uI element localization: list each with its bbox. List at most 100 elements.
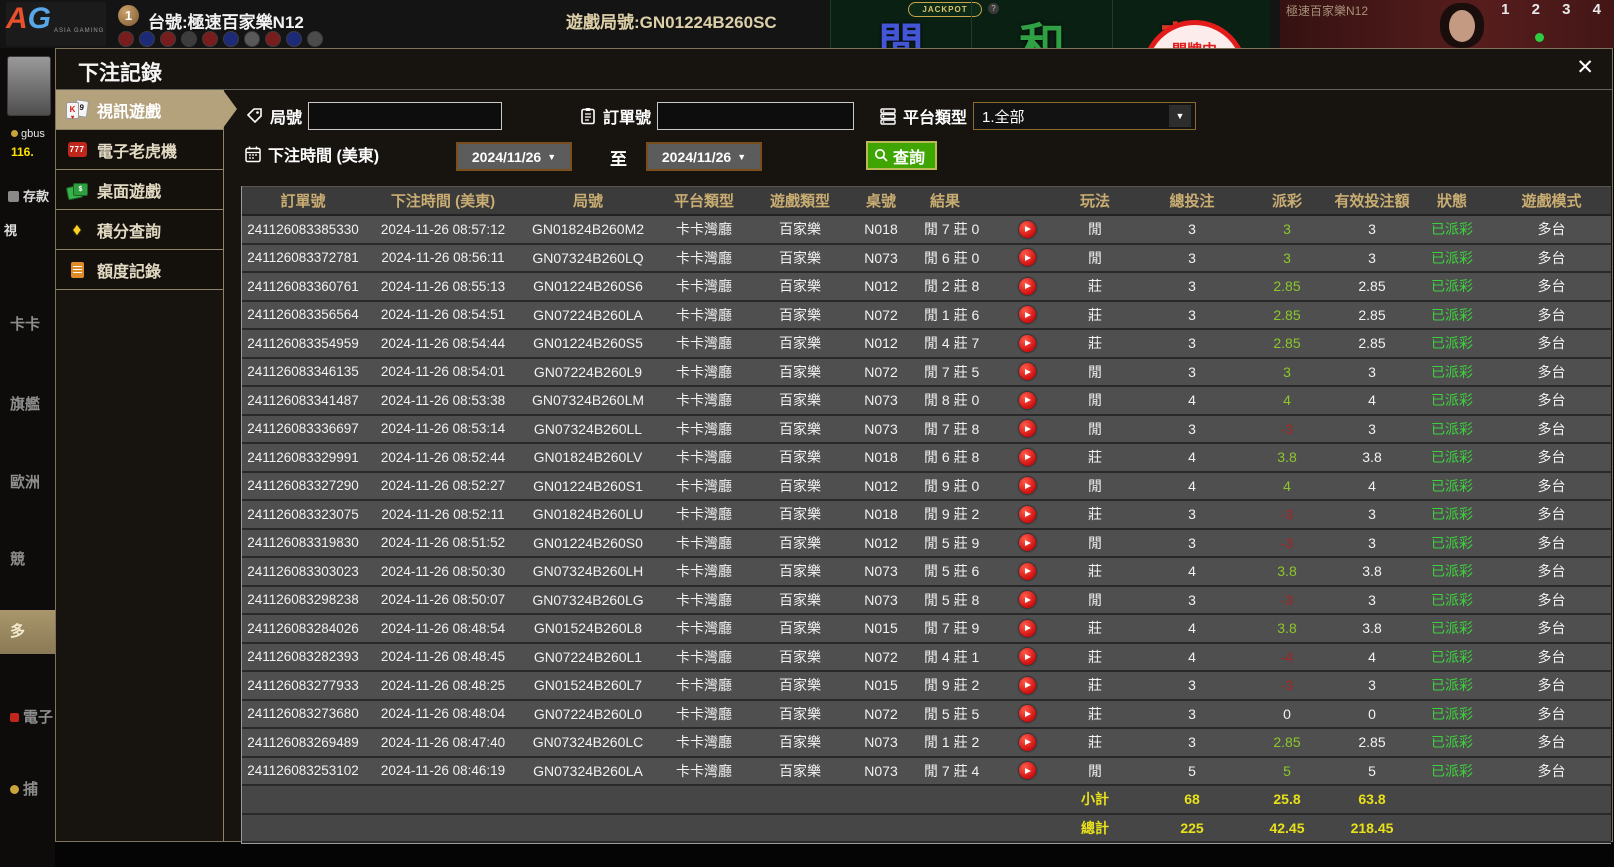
play-video-button[interactable]: [1018, 705, 1036, 723]
round-number-input[interactable]: [308, 102, 503, 130]
result-cell: 閒 6 莊 8: [924, 449, 980, 466]
payout-cell: -3: [1280, 420, 1294, 437]
left-nav-item[interactable]: 多: [0, 610, 55, 654]
play-type-cell: 莊: [1088, 648, 1102, 665]
ag-logo: AG ASIA GAMING: [6, 2, 106, 46]
sidebar-item-document[interactable]: 額度記錄: [56, 250, 223, 290]
bet-time-cell: 2024-11-26 08:47:40: [380, 734, 506, 750]
bet-time-cell: 2024-11-26 08:48:54: [380, 620, 506, 636]
payout-cell: 2.85: [1273, 278, 1301, 295]
play-cell: [1006, 330, 1048, 357]
play-video-button[interactable]: [1018, 420, 1036, 438]
left-nav-item[interactable]: 捕: [0, 768, 55, 812]
search-button-label: 查詢: [893, 149, 926, 167]
play-video-button[interactable]: [1018, 648, 1036, 666]
total-bet-cell: 4: [1188, 392, 1196, 409]
platform-cell: 卡卡灣廳: [676, 762, 732, 779]
valid-bet-cell: 5: [1368, 762, 1376, 779]
play-video-button[interactable]: [1018, 562, 1036, 580]
play-video-button[interactable]: [1018, 733, 1036, 751]
play-video-button[interactable]: [1018, 676, 1036, 694]
bet-time-cell: 2024-11-26 08:48:45: [380, 649, 506, 665]
order-number-cell: 241126083346135: [247, 364, 359, 380]
round-number-cell: GN01824B260LV: [533, 449, 643, 466]
play-video-button[interactable]: [1018, 762, 1036, 780]
order-number-input[interactable]: [657, 102, 855, 130]
total-bet-cell: 3: [1188, 420, 1196, 437]
left-nav-item[interactable]: 旗艦: [10, 396, 41, 413]
close-icon[interactable]: ✕: [1576, 56, 1594, 79]
play-cell: [1006, 416, 1048, 443]
left-nav-item[interactable]: 歐洲: [10, 474, 41, 491]
result-cell: 閒 7 莊 0: [924, 221, 980, 238]
play-video-button[interactable]: [1018, 505, 1036, 523]
column-header: 派彩: [1271, 193, 1302, 210]
modal-title: 下注記錄: [78, 62, 162, 85]
game-type-cell: 百家樂: [779, 449, 821, 466]
play-video-button[interactable]: [1018, 334, 1036, 352]
play-type-cell: 莊: [1088, 335, 1102, 352]
play-video-button[interactable]: [1018, 534, 1036, 552]
game-type-cell: 百家樂: [779, 563, 821, 580]
play-icon: [1025, 226, 1031, 233]
total-row: 總計 225 42.45 218.45: [242, 814, 1611, 843]
left-nav-item[interactable]: 卡卡: [10, 316, 41, 333]
round-number-cell: GN01524B260L7: [533, 677, 643, 694]
date-from-value: 2024/11/26: [471, 148, 542, 165]
bet-time-cell: 2024-11-26 08:54:51: [380, 307, 506, 323]
play-video-button[interactable]: [1018, 277, 1036, 295]
jackpot-badge: JACKPOT: [908, 2, 982, 17]
table-number-cell: N072: [864, 648, 898, 665]
sidebar-item-table-games[interactable]: $ 桌面遊戲: [56, 170, 223, 210]
game-type-cell: 百家樂: [779, 363, 821, 380]
play-video-button[interactable]: [1018, 220, 1036, 238]
table-row: 241126083303023 2024-11-26 08:50:30 GN0732…: [242, 558, 1611, 587]
platform-cell: 卡卡灣廳: [676, 249, 732, 266]
balance-label: 116.: [11, 145, 34, 159]
round-number-cell: GN01224B260S6: [533, 278, 643, 295]
search-button[interactable]: 查詢: [866, 141, 938, 170]
seat-number-badge: 1: [118, 5, 139, 26]
platform-cell: 卡卡灣廳: [676, 335, 732, 352]
empty-cell: [1412, 786, 1492, 813]
valid-bet-cell: 3.8: [1362, 449, 1382, 466]
platform-type-select[interactable]: 1.全部 ▼: [973, 102, 1197, 130]
play-video-button[interactable]: [1018, 391, 1036, 409]
play-icon: [1025, 568, 1031, 575]
play-video-button[interactable]: [1018, 619, 1036, 637]
table-number-cell: N073: [864, 762, 898, 779]
left-nav-item[interactable]: 競: [10, 551, 26, 568]
play-video-button[interactable]: [1018, 363, 1036, 381]
order-number-cell: 241126083336697: [247, 421, 359, 437]
table-number-cell: N073: [864, 563, 898, 580]
empty-cell: [754, 786, 846, 813]
table-row: 241126083282393 2024-11-26 08:48:45 GN0722…: [242, 643, 1611, 672]
round-number-cell: GN07224B260L0: [533, 705, 643, 722]
table-number-cell: N072: [864, 306, 898, 323]
play-video-button[interactable]: [1018, 306, 1036, 324]
status-cell: 已派彩: [1431, 620, 1473, 637]
left-nav-item[interactable]: 電子: [0, 696, 55, 740]
play-video-button[interactable]: [1018, 448, 1036, 466]
play-video-button[interactable]: [1018, 591, 1036, 609]
play-icon: [1025, 254, 1031, 261]
date-to-select[interactable]: 2024/11/26 ▼: [646, 142, 762, 171]
status-cell: 已派彩: [1431, 677, 1473, 694]
play-video-button[interactable]: [1018, 477, 1036, 495]
result-cell: 閒 7 莊 9: [924, 620, 980, 637]
total-row-label: 總計: [1081, 819, 1109, 836]
game-mode-cell: 多台: [1537, 392, 1566, 409]
sidebar-item-gem[interactable]: ♦ 積分查詢: [56, 210, 223, 250]
total-bet-cell: 3: [1188, 335, 1196, 352]
game-mode-cell: 多台: [1537, 306, 1566, 323]
status-cell: 已派彩: [1431, 477, 1473, 494]
modal-header: 下注記錄 ✕: [56, 49, 1612, 89]
sidebar-item-cards[interactable]: 9 K ♥ 視訊遊戲: [56, 90, 237, 130]
order-number-cell: 241126083282393: [247, 649, 359, 665]
sidebar-item-slot[interactable]: 777 電子老虎機: [56, 130, 223, 170]
play-video-button[interactable]: [1018, 249, 1036, 267]
play-icon: [1025, 283, 1031, 290]
valid-bet-cell: 3: [1368, 506, 1376, 523]
order-filter-group: 訂單號: [579, 102, 855, 130]
date-from-select[interactable]: 2024/11/26 ▼: [456, 142, 572, 171]
